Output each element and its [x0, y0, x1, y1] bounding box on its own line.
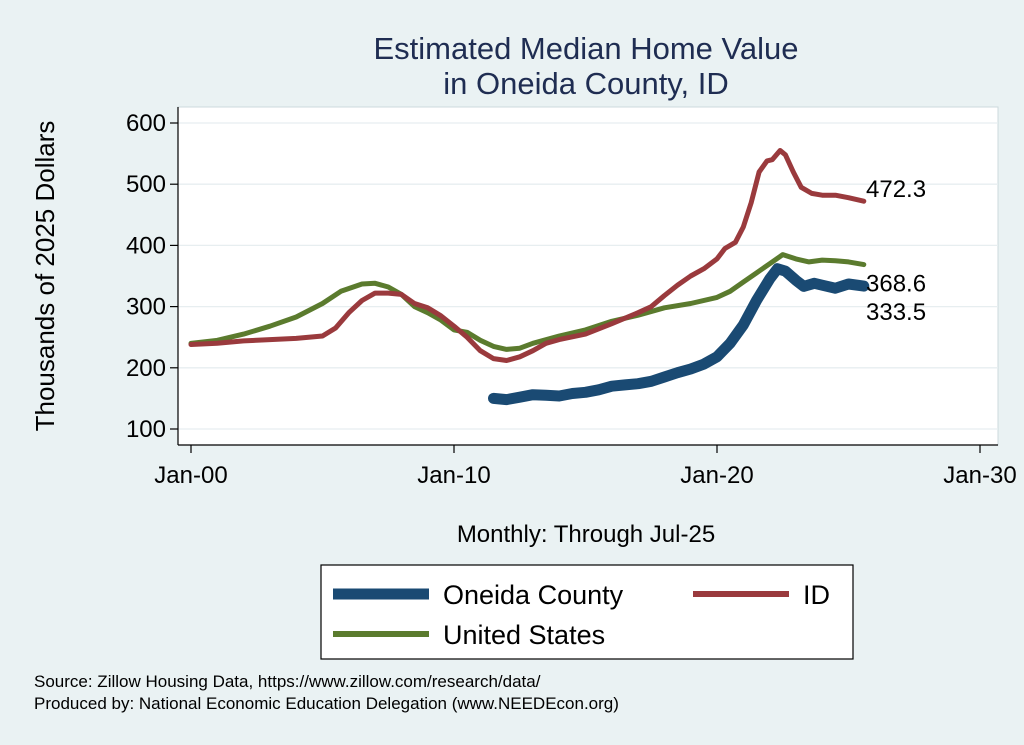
series-line-united-states [188, 252, 867, 352]
y-tick-label-300: 300 [126, 294, 166, 321]
chart-title-line-2: in Oneida County, ID [443, 66, 728, 101]
legend: Oneida County ID United States [320, 564, 854, 660]
legend-label-id: ID [803, 580, 830, 610]
legend-label-united-states: United States [443, 620, 605, 650]
series-line-oneida-county [488, 263, 870, 406]
x-tick-label-Jan-00: Jan-00 [154, 462, 227, 489]
x-tick-label-Jan-20: Jan-20 [680, 462, 753, 489]
end-label-id: 472.3 [866, 176, 926, 203]
series-line-id [188, 148, 867, 363]
end-label-oneida-county: 333.5 [866, 299, 926, 326]
end-label-united-states: 368.6 [866, 271, 926, 298]
legend-box [320, 564, 854, 660]
chart-title-line-1: Estimated Median Home Value [373, 31, 798, 66]
produced-by-note: Produced by: National Economic Education… [34, 694, 619, 713]
source-note: Source: Zillow Housing Data, https://www… [34, 672, 541, 691]
axes: 100 200 300 400 500 600 Jan-00 Jan-10 Jan-20 Jan-… [126, 107, 1017, 489]
y-tick-label-600: 600 [126, 110, 166, 137]
x-tick-label-Jan-10: Jan-10 [417, 462, 490, 489]
y-tick-label-100: 100 [126, 416, 166, 443]
y-tick-label-500: 500 [126, 171, 166, 198]
legend-label-oneida-county: Oneida County [443, 580, 624, 610]
series-lines [188, 148, 870, 406]
y-tick-label-400: 400 [126, 232, 166, 259]
x-axis-label: Monthly: Through Jul-25 [457, 521, 715, 548]
y-tick-label-200: 200 [126, 355, 166, 382]
y-axis-label: Thousands of 2025 Dollars [30, 121, 60, 432]
x-tick-label-Jan-30: Jan-30 [943, 462, 1016, 489]
